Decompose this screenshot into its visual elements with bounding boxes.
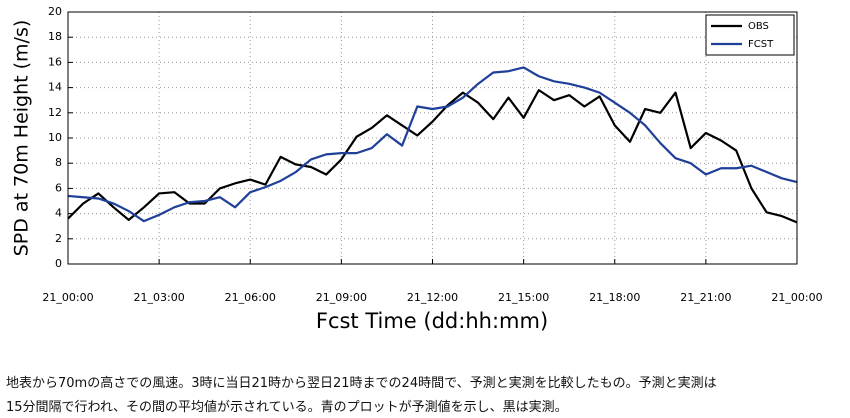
x-tick-label: 21_12:00 (407, 291, 458, 304)
y-tick-label: 14 (48, 81, 62, 94)
chart: SPD at 70m Height (m/s) Fcst Time (dd:hh… (11, 5, 823, 333)
legend-label: OBS (748, 21, 769, 32)
y-tick-label: 20 (48, 5, 62, 18)
x-tick-label: 21_21:00 (680, 291, 731, 304)
y-tick-label: 18 (48, 30, 62, 43)
caption-line: 15分間隔で行われ、その間の平均値が示されている。青のプロットが予測値を示し、黒… (6, 400, 568, 415)
x-tick-label: 21_18:00 (589, 291, 640, 304)
x-axis-label: Fcst Time (dd:hh:mm) (316, 309, 548, 333)
y-tick-label: 16 (48, 55, 62, 68)
x-tick-label: 21_00:00 (771, 291, 822, 304)
x-tick-label: 21_15:00 (498, 291, 549, 304)
x-tick-label: 21_09:00 (316, 291, 367, 304)
y-tick-label: 10 (48, 131, 62, 144)
plot-frame (67, 11, 798, 265)
caption-line: 地表から70mの高さでの風速。3時に当日21時から翌日21時までの24時間で、予… (6, 376, 717, 391)
x-tick-label: 21_06:00 (225, 291, 276, 304)
x-tick-label: 21_03:00 (134, 291, 185, 304)
y-tick-label: 12 (48, 106, 62, 119)
y-tick-label: 8 (55, 156, 62, 169)
y-tick-label: 4 (55, 207, 62, 220)
y-tick-label: 6 (55, 181, 62, 194)
y-tick-label: 2 (55, 232, 62, 245)
legend-label: FCST (748, 39, 774, 50)
series-line (67, 89, 798, 224)
series-line (67, 66, 798, 223)
y-axis-label: SPD at 70m Height (m/s) (11, 20, 33, 257)
legend-box (705, 14, 795, 56)
x-tick-label: 21_00:00 (42, 291, 93, 304)
y-tick-label: 0 (55, 257, 62, 270)
